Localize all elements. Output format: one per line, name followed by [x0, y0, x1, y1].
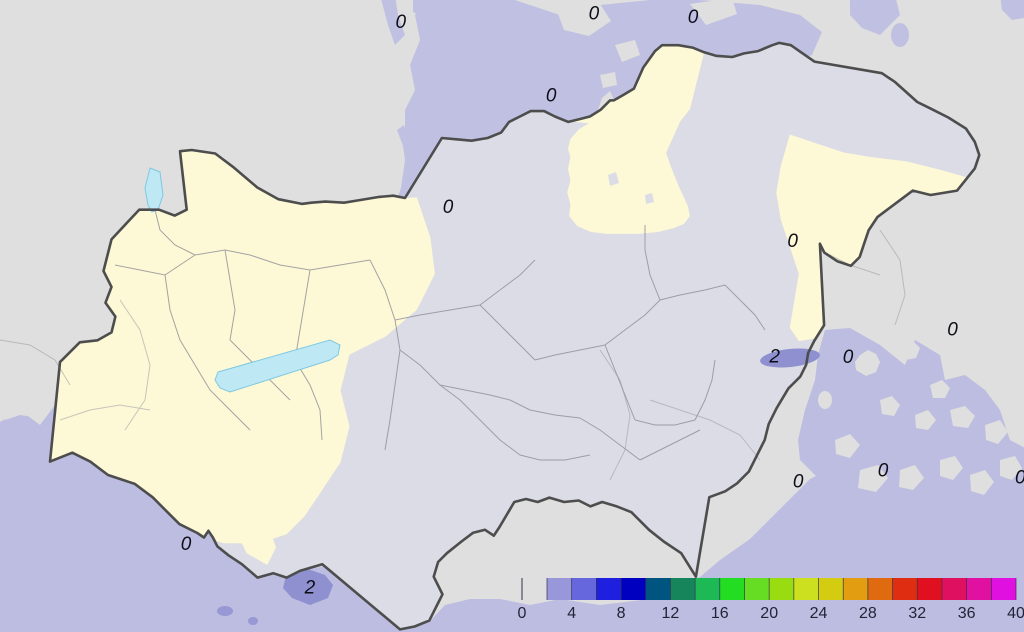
svg-text:16: 16	[711, 605, 729, 622]
svg-text:0: 0	[878, 460, 889, 481]
svg-text:0: 0	[947, 320, 958, 341]
svg-text:32: 32	[908, 605, 926, 622]
svg-text:2: 2	[304, 577, 316, 598]
svg-text:24: 24	[810, 605, 828, 622]
svg-text:28: 28	[859, 605, 877, 622]
svg-text:8: 8	[617, 605, 626, 622]
svg-text:0: 0	[443, 197, 454, 218]
svg-text:0: 0	[396, 12, 407, 33]
svg-text:40: 40	[1007, 605, 1024, 622]
svg-text:0: 0	[793, 472, 804, 493]
svg-text:0: 0	[546, 86, 557, 107]
svg-text:0: 0	[787, 231, 798, 252]
svg-text:36: 36	[958, 605, 976, 622]
svg-text:0: 0	[1015, 468, 1024, 489]
svg-text:0: 0	[843, 347, 854, 368]
svg-text:4: 4	[567, 605, 576, 622]
svg-text:0: 0	[518, 605, 527, 622]
svg-text:0: 0	[589, 4, 600, 25]
svg-text:12: 12	[662, 605, 680, 622]
svg-text:0: 0	[688, 7, 699, 28]
svg-text:0: 0	[181, 534, 192, 555]
svg-text:20: 20	[760, 605, 778, 622]
svg-text:2: 2	[768, 347, 780, 368]
